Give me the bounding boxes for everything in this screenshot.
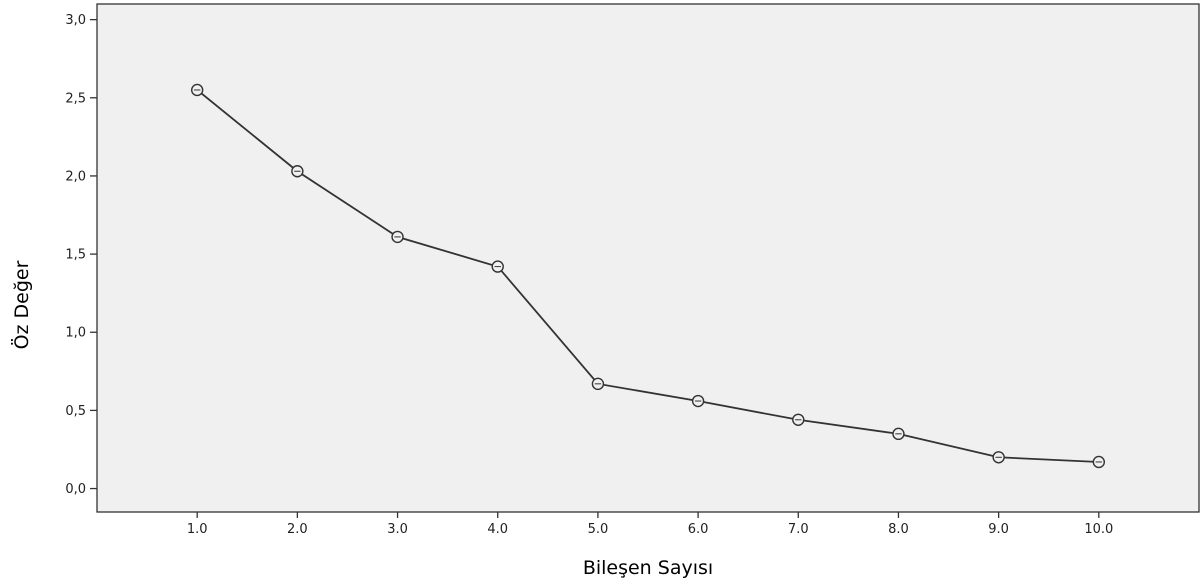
x-tick-label: 4.0 xyxy=(487,522,508,537)
y-axis: 0,0 0,5 1,0 1,5 2,0 2,5 3,0 xyxy=(65,13,97,497)
x-axis-title: Bileşen Sayısı xyxy=(583,557,713,579)
plot-area xyxy=(96,3,1200,513)
x-tick-label: 2.0 xyxy=(287,522,308,537)
x-tick-label: 3.0 xyxy=(387,522,408,537)
x-tick-label: 1.0 xyxy=(187,522,208,537)
x-tick-label: 10.0 xyxy=(1084,522,1113,537)
x-tick-label: 5.0 xyxy=(588,522,609,537)
y-tick-label: 1,5 xyxy=(65,248,86,263)
y-tick-label: 1,0 xyxy=(65,326,86,341)
x-tick-label: 9.0 xyxy=(988,522,1009,537)
x-tick-label: 7.0 xyxy=(788,522,809,537)
x-tick-label: 6.0 xyxy=(688,522,709,537)
y-tick-label: 0,5 xyxy=(65,404,86,419)
data-points xyxy=(190,83,1106,469)
series-line xyxy=(196,89,1099,463)
y-tick-label: 2,0 xyxy=(65,169,86,184)
y-tick-label: 0,0 xyxy=(65,482,86,497)
y-tick-label: 2,5 xyxy=(65,91,86,106)
y-tick-label: 3,0 xyxy=(65,13,86,28)
x-tick-label: 8.0 xyxy=(888,522,909,537)
x-axis: 1.0 2.0 3.0 4.0 5.0 6.0 7.0 8.0 9.0 10.0 xyxy=(187,512,1113,537)
y-axis-title: Öz Değer xyxy=(10,260,33,349)
